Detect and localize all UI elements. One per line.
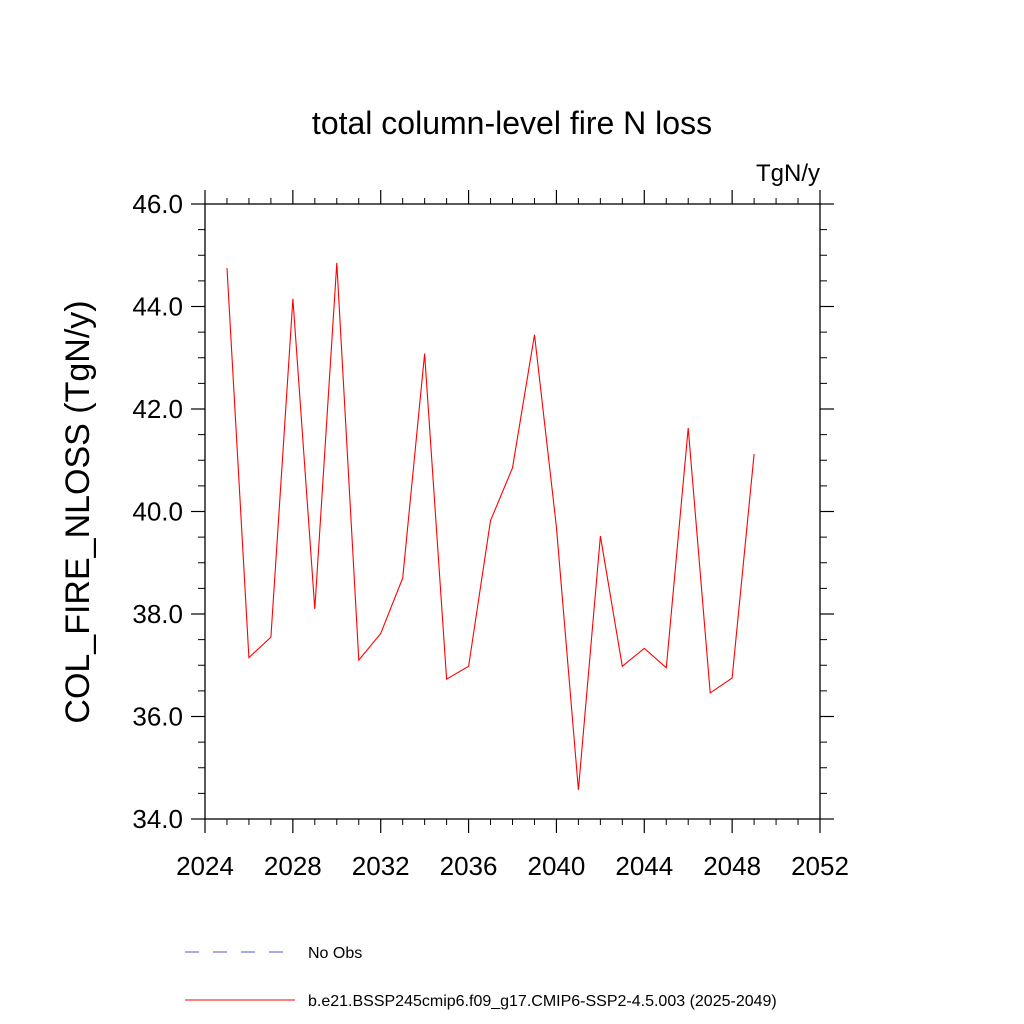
x-tick-label: 2032	[352, 851, 410, 881]
legend-label-model: b.e21.BSSP245cmip6.f09_g17.CMIP6-SSP2-4.…	[308, 993, 777, 1010]
plot-frame	[204, 203, 821, 820]
y-tick-label: 38.0	[132, 599, 183, 629]
x-tick-label: 2036	[440, 851, 498, 881]
y-tick-labels: 34.0 36.0 38.0 40.0 42.0 44.0 46.0	[132, 189, 183, 834]
legend: No Obs b.e21.BSSP245cmip6.f09_g17.CMIP6-…	[185, 945, 777, 1010]
x-tick-labels: 2024 2028 2032 2036 2040 2044 2048 2052	[176, 851, 849, 881]
legend-label-no-obs: No Obs	[308, 945, 362, 962]
series-line	[226, 262, 755, 790]
x-tick-label: 2048	[703, 851, 761, 881]
axis-ticks	[191, 190, 834, 833]
y-tick-label: 36.0	[132, 702, 183, 732]
y-tick-label: 42.0	[132, 394, 183, 424]
y-tick-label: 34.0	[132, 804, 183, 834]
y-axis-label: COL_FIRE_NLOSS (TgN/y)	[59, 300, 97, 723]
y-tick-label: 46.0	[132, 189, 183, 219]
x-tick-label: 2040	[528, 851, 586, 881]
y-tick-label: 44.0	[132, 292, 183, 322]
y-tick-label: 40.0	[132, 497, 183, 527]
series-layer	[226, 262, 755, 790]
chart-title: total column-level fire N loss	[312, 105, 712, 141]
x-tick-label: 2024	[176, 851, 234, 881]
x-tick-label: 2044	[615, 851, 673, 881]
x-tick-label: 2052	[791, 851, 849, 881]
x-tick-label: 2028	[264, 851, 322, 881]
units-label: TgN/y	[756, 160, 820, 187]
